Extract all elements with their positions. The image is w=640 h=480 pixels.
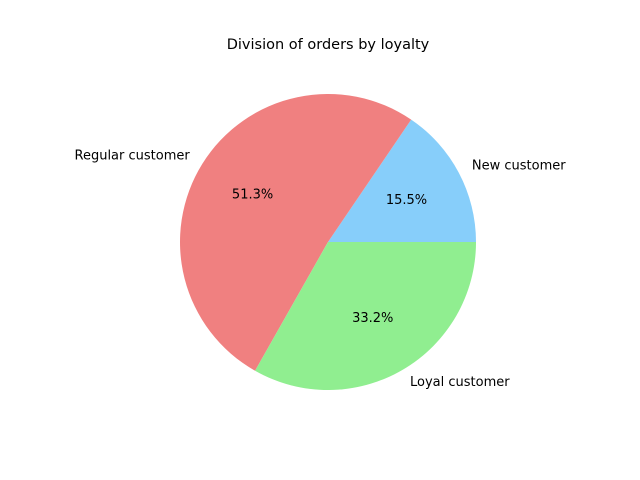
pie-slice-loyal-customer xyxy=(255,242,476,390)
chart-title: Division of orders by loyalty xyxy=(227,37,430,53)
pie-slice-new-customer xyxy=(328,119,476,242)
slice-label: Loyal customer xyxy=(410,375,510,390)
pie-slices xyxy=(180,94,476,390)
slice-label: New customer xyxy=(472,158,566,173)
slice-percent-label: 15.5% xyxy=(386,193,427,208)
slice-label: Regular customer xyxy=(75,149,191,164)
slice-percent-label: 51.3% xyxy=(232,188,273,203)
slice-percent-label: 33.2% xyxy=(352,311,393,326)
pie-slice-regular-customer xyxy=(180,94,412,371)
pie-labels: New customer 15.5% Regular customer 51.3% Lo… xyxy=(75,149,567,391)
